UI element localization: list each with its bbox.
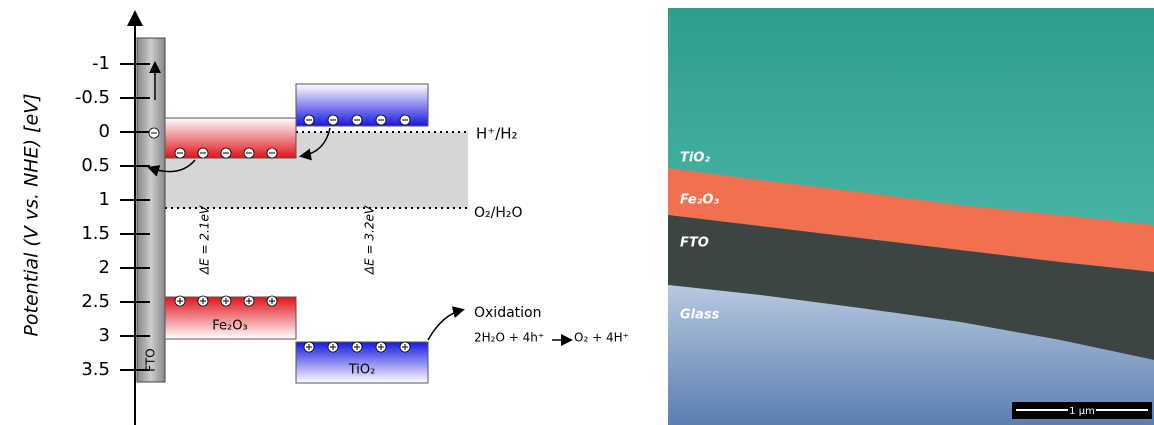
- tick-label: 3.5: [81, 359, 110, 380]
- material-label: Fe₂O₃: [212, 319, 247, 334]
- layer-label: TiO₂: [680, 151, 710, 166]
- tick-label: 3: [99, 325, 110, 346]
- delta-e: ΔE = 3.2eV: [363, 205, 377, 275]
- tick-label: 0: [99, 121, 110, 142]
- scale-bar-label: 1 µm: [1069, 406, 1095, 417]
- oxidation-arrow: [428, 310, 462, 340]
- tick-label: 1: [99, 189, 110, 210]
- tick-label: -1: [92, 53, 110, 74]
- layer-label: Fe₂O₃: [680, 193, 719, 208]
- equation: 2H₂O + 4h⁺: [474, 331, 544, 345]
- couple-label: O₂/H₂O: [474, 205, 523, 221]
- equation: O₂ + 4H⁺: [574, 331, 629, 345]
- layer-label: FTO: [680, 236, 709, 251]
- fto-bar: [137, 38, 165, 382]
- oxidation-title: Oxidation: [474, 305, 541, 321]
- tick-label: 2.5: [81, 291, 110, 312]
- layer-label: Glass: [680, 308, 720, 323]
- fto-label: FTO: [144, 348, 158, 371]
- tick-label: 2: [99, 257, 110, 278]
- delta-e: ΔE = 2.1eV: [198, 205, 212, 275]
- tick-label: 0.5: [81, 155, 110, 176]
- axis-label: Potential (V vs. NHE) [eV]: [21, 93, 43, 336]
- sem-image: TiO₂ Fe₂O₃ FTO Glass 1 µm: [668, 8, 1154, 425]
- figure: Potential (V vs. NHE) [eV] FTO ΔE = 2.1e…: [0, 0, 1154, 425]
- band-diagram: Potential (V vs. NHE) [eV] FTO ΔE = 2.1e…: [21, 14, 629, 425]
- tick-label: 1.5: [81, 223, 110, 244]
- couple-label: H⁺/H₂: [476, 125, 518, 143]
- tick-label: -0.5: [75, 87, 110, 108]
- material-label: TiO₂: [348, 363, 376, 378]
